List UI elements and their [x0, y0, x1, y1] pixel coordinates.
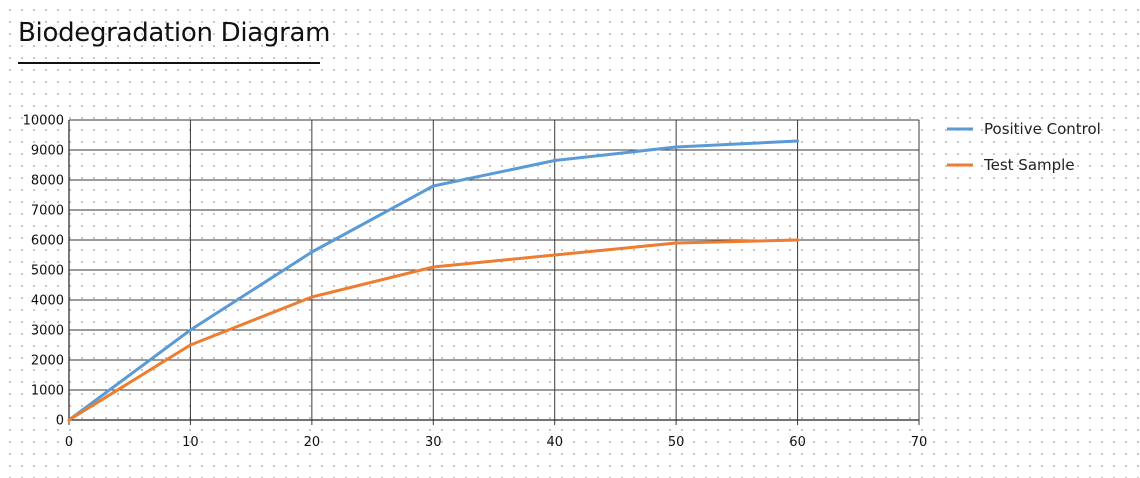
title-underline [18, 62, 320, 64]
y-tick-label: 9000 [31, 144, 64, 159]
x-tick-label: 20 [304, 435, 321, 450]
y-tick-label: 4000 [31, 294, 64, 309]
y-tick-label: 5000 [31, 264, 64, 279]
legend-label-1: Test Sample [983, 156, 1075, 174]
data-point [674, 145, 678, 149]
data-point [796, 139, 800, 143]
data-point [188, 343, 192, 347]
y-tick-label: 7000 [31, 204, 64, 219]
x-tick-label: 70 [911, 435, 928, 450]
legend-label-0: Positive Control [984, 120, 1101, 138]
x-tick-label: 30 [425, 435, 442, 450]
data-point [553, 253, 557, 257]
data-point [310, 295, 314, 299]
data-point [67, 418, 71, 422]
axes: 0100020003000400050006000700080009000100… [23, 114, 928, 451]
data-point [310, 250, 314, 254]
data-point [553, 159, 557, 162]
y-tick-label: 0 [56, 414, 64, 429]
x-tick-label: 10 [182, 435, 199, 450]
data-point [796, 238, 800, 242]
chart-title: Biodegradation Diagram [18, 18, 331, 48]
y-tick-label: 6000 [31, 234, 64, 249]
y-tick-label: 2000 [31, 354, 64, 369]
x-tick-label: 0 [65, 435, 73, 450]
x-tick-label: 60 [789, 435, 806, 450]
grid [68, 119, 920, 421]
legend: Positive Control Test Sample [947, 120, 1101, 174]
y-tick-label: 3000 [31, 324, 64, 339]
x-tick-label: 50 [668, 435, 685, 450]
data-point [188, 328, 192, 332]
x-tick-label: 40 [546, 435, 563, 450]
series [67, 139, 800, 422]
y-tick-label: 8000 [31, 174, 64, 189]
y-tick-label: 1000 [31, 384, 64, 399]
data-point [674, 241, 678, 245]
data-point [431, 184, 435, 188]
data-point [431, 265, 435, 269]
y-tick-label: 10000 [23, 114, 64, 129]
